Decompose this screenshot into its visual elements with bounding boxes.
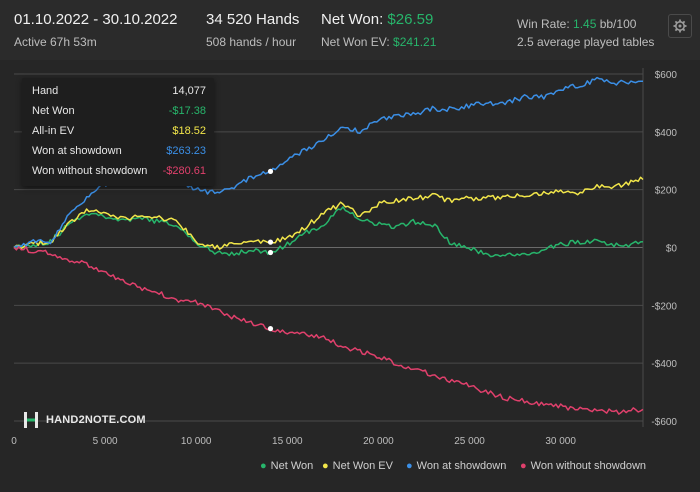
tooltip-row-allin-ev: All-in EV $18.52 xyxy=(32,122,206,140)
win-rate: Win Rate: 1.45 bb/100 xyxy=(517,17,636,31)
active-time: Active 67h 53m xyxy=(14,35,97,49)
x-tick-label: 5 000 xyxy=(93,436,118,447)
chart-legend: ● Net Won ● Net Won EV ● Won at showdown ● W… xyxy=(0,460,700,478)
tooltip-row-non-showdown: Won without showdown -$280.61 xyxy=(32,162,206,180)
net-won-ev-label: Net Won EV: xyxy=(321,35,394,49)
hands-per-hour: 508 hands / hour xyxy=(206,35,297,49)
net-won-ev-summary: Net Won EV: $241.21 xyxy=(321,35,436,49)
hover-point xyxy=(267,168,274,174)
tooltip-row-hand: Hand 14,077 xyxy=(32,82,206,100)
x-tick-label: 15 000 xyxy=(272,436,303,447)
hands-count: 34 520 Hands xyxy=(206,11,300,28)
x-axis-ticks: 0 5 000 10 000 15 000 20 000 25 000 30 000 xyxy=(11,436,576,447)
y-tick-label: $400 xyxy=(655,128,678,139)
net-won-ev-value: $241.21 xyxy=(393,35,437,49)
series-line-2 xyxy=(13,176,644,250)
tooltip-label: Hand xyxy=(32,85,59,97)
date-range: 01.10.2022 - 30.10.2022 xyxy=(14,11,178,28)
series-line-4 xyxy=(13,246,644,415)
x-tick-label: 30 000 xyxy=(545,436,576,447)
logo-icon xyxy=(24,412,38,428)
tooltip-label: Won at showdown xyxy=(32,145,122,157)
hand2note-logo: HAND2NOTE.COM xyxy=(22,410,146,430)
hover-tooltip: Hand 14,077 Net Won -$17.38 All-in EV $1… xyxy=(22,78,214,186)
y-axis-ticks: $600 $400 $200 $0 -$200 -$400 -$600 xyxy=(651,70,677,428)
y-tick-label: -$200 xyxy=(651,301,677,312)
y-tick-label: -$600 xyxy=(651,417,677,428)
y-tick-label: $200 xyxy=(655,186,678,197)
win-rate-label: Win Rate: xyxy=(517,17,574,31)
tooltip-label: Won without showdown xyxy=(32,165,148,177)
stats-header: 01.10.2022 - 30.10.2022 Active 67h 53m 3… xyxy=(0,0,700,60)
legend-label: Won without showdown xyxy=(530,460,647,472)
tooltip-value: -$280.61 xyxy=(162,165,206,177)
average-tables: 2.5 average played tables xyxy=(517,35,655,49)
legend-dot-icon: ● xyxy=(260,460,267,472)
logo-text: HAND2NOTE.COM xyxy=(46,414,146,426)
win-rate-unit: bb/100 xyxy=(596,17,637,31)
net-won-label: Net Won: xyxy=(321,11,388,28)
tooltip-value: -$17.38 xyxy=(168,105,206,117)
tooltip-value: $263.23 xyxy=(166,145,206,157)
settings-button[interactable] xyxy=(668,14,692,38)
legend-item-non-showdown[interactable]: ● Won without showdown xyxy=(520,460,646,472)
legend-item-net-won[interactable]: ● Net Won xyxy=(260,460,313,472)
y-tick-label: -$400 xyxy=(651,359,677,370)
net-won-value: $26.59 xyxy=(387,11,434,28)
y-tick-label: $600 xyxy=(655,70,678,81)
tooltip-row-showdown: Won at showdown $263.23 xyxy=(32,142,206,160)
x-tick-label: 0 xyxy=(11,436,17,447)
tooltip-value: $18.52 xyxy=(172,125,206,137)
x-tick-label: 25 000 xyxy=(454,436,485,447)
x-tick-label: 20 000 xyxy=(363,436,394,447)
net-won-summary: Net Won: $26.59 xyxy=(321,11,433,28)
gear-icon xyxy=(673,19,687,33)
tooltip-label: Net Won xyxy=(32,105,75,117)
legend-item-ev[interactable]: ● Net Won EV xyxy=(322,460,393,472)
x-tick-label: 10 000 xyxy=(181,436,212,447)
legend-label: Net Won EV xyxy=(332,460,393,472)
legend-dot-icon: ● xyxy=(406,460,413,472)
legend-dot-icon: ● xyxy=(322,460,329,472)
legend-label: Won at showdown xyxy=(416,460,507,472)
hover-point xyxy=(267,239,274,245)
hover-point xyxy=(267,249,274,256)
legend-label: Net Won xyxy=(270,460,314,472)
legend-item-showdown[interactable]: ● Won at showdown xyxy=(406,460,506,472)
legend-dot-icon: ● xyxy=(520,460,527,472)
win-rate-value: 1.45 xyxy=(573,17,597,31)
hover-cursor xyxy=(267,168,274,332)
chart-grid xyxy=(14,68,644,427)
hover-point xyxy=(267,326,274,332)
tooltip-value: 14,077 xyxy=(172,85,206,97)
y-tick-label: $0 xyxy=(666,244,678,255)
tooltip-label: All-in EV xyxy=(32,125,75,137)
tooltip-row-net-won: Net Won -$17.38 xyxy=(32,102,206,120)
series-line-1 xyxy=(13,206,644,258)
